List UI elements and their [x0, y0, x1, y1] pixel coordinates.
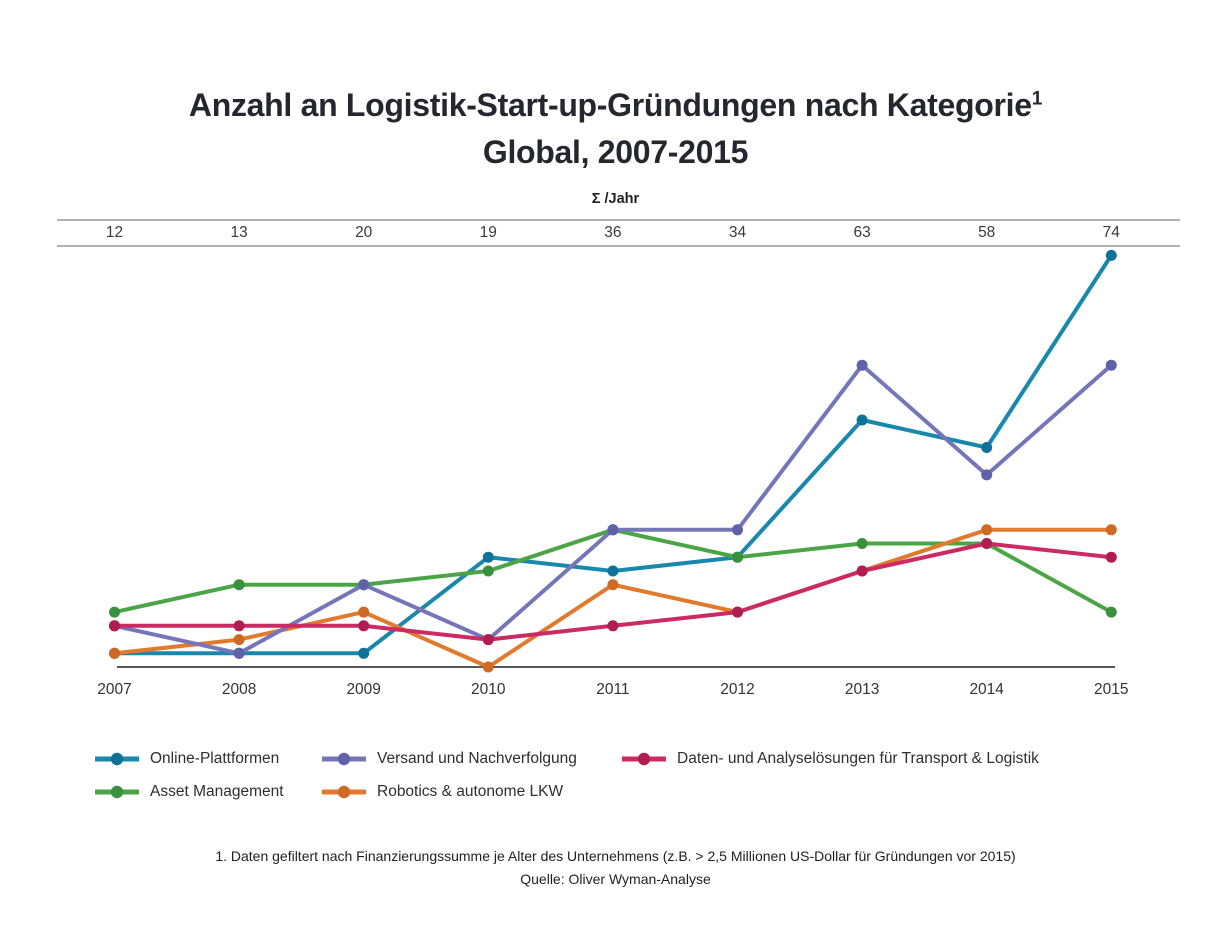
legend-item-online-plattformen: Online-Plattformen: [95, 750, 280, 767]
legend-marker-icon: [95, 752, 139, 766]
x-axis-label-2011: 2011: [596, 681, 630, 698]
title-footnote-marker: 1: [1031, 88, 1043, 110]
title-line1-text: Anzahl an Logistik-Start-up-Gründungen n…: [188, 87, 1032, 123]
x-axis-label-2008: 2008: [221, 681, 257, 698]
legend-item-robotics-autonome-lkw: Robotics & autonome LKW: [322, 783, 564, 800]
sum-value-2015: 74: [1102, 224, 1120, 241]
legend-marker-icon: [322, 785, 366, 799]
x-axis-label-2007: 2007: [97, 681, 132, 698]
footnote: 1. Daten gefiltert nach Finanzierungssum…: [215, 848, 1016, 864]
legend-label: Versand und Nachverfolgung: [377, 750, 577, 767]
sum-value-2013: 63: [853, 224, 871, 241]
legend-marker-icon: [95, 785, 139, 799]
x-axis-label-2014: 2014: [969, 681, 1004, 698]
line-chart: [109, 249, 1117, 673]
title-line1: Anzahl an Logistik-Start-up-Gründungen n…: [0, 82, 1231, 129]
legend-item-daten-und-analyseloesungen: Daten- und Analyselösungen für Transport…: [622, 750, 1039, 767]
header-rule-bottom: [57, 245, 1180, 247]
x-axis-label-2009: 2009: [346, 681, 381, 698]
sum-value-2009: 20: [355, 224, 373, 241]
title-subtitle: Global, 2007-2015: [482, 134, 749, 170]
legend-label: Daten- und Analyselösungen für Transport…: [677, 750, 1039, 767]
x-axis-label-2013: 2013: [844, 681, 880, 698]
x-axis-label-2010: 2010: [471, 681, 506, 698]
legend-label: Robotics & autonome LKW: [377, 783, 564, 800]
sum-value-2010: 19: [479, 224, 497, 241]
legend-marker-icon: [622, 752, 666, 766]
x-axis-label-2015: 2015: [1094, 681, 1129, 698]
legend-item-versand-und-nachverfolgung: Versand und Nachverfolgung: [322, 750, 577, 767]
legend-label: Asset Management: [150, 783, 284, 800]
source-line: Quelle: Oliver Wyman-Analyse: [520, 871, 711, 887]
chart-title: Anzahl an Logistik-Start-up-Gründungen n…: [0, 82, 1231, 176]
sum-per-year-label: Σ /Jahr: [591, 191, 640, 207]
legend-label: Online-Plattformen: [150, 750, 280, 767]
legend-item-asset-management: Asset Management: [95, 783, 284, 800]
legend-marker-icon: [322, 752, 366, 766]
sum-value-2008: 13: [230, 224, 248, 241]
x-axis-label-2012: 2012: [720, 681, 755, 698]
sum-value-2012: 34: [728, 224, 747, 241]
header-rule-top: [57, 219, 1180, 221]
sum-value-2007: 12: [105, 224, 124, 241]
sum-value-2011: 36: [604, 224, 622, 241]
sum-value-2014: 58: [978, 224, 996, 241]
